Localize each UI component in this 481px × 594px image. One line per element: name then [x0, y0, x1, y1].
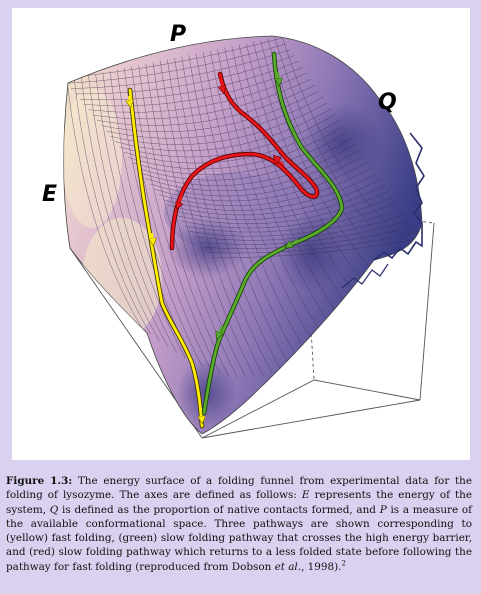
caption-reference: 2 — [341, 559, 346, 568]
caption-text: is defined as the proportion of native c… — [58, 503, 380, 516]
caption-et-al: et al. — [274, 560, 302, 573]
energy-surface — [63, 35, 425, 435]
folding-pathways — [129, 51, 345, 429]
axis-label-q: Q — [378, 90, 397, 115]
energy-surface-plot — [63, 35, 435, 439]
axis-label-p: P — [170, 22, 187, 47]
caption-text: represents the energy of the system, — [6, 489, 472, 516]
caption-symbol-p: P — [379, 503, 387, 516]
caption-symbol-q: Q — [49, 503, 59, 516]
caption-symbol-e: E — [301, 489, 310, 502]
caption-text: , 1998). — [301, 560, 342, 573]
figure-caption: Figure 1.3: The energy surface of a fold… — [6, 474, 472, 574]
energy-funnel-figure: P Q E — [12, 8, 470, 460]
figure-number: Figure 1.3: — [6, 475, 73, 487]
caption-text: The energy surface of a folding funnel f… — [6, 475, 473, 502]
caption-text: is a measure of the available conformati… — [6, 503, 472, 573]
axis-label-e: E — [42, 182, 58, 207]
